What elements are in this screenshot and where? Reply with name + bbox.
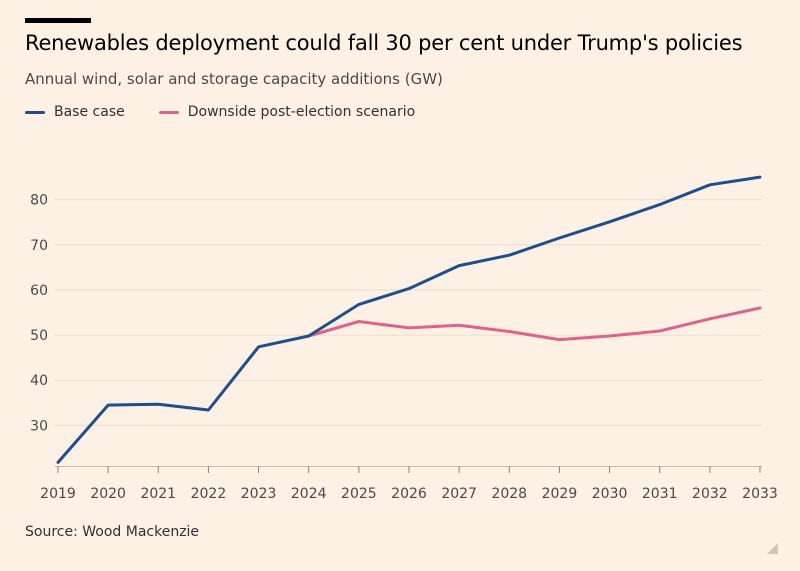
y-tick-label: 80 — [30, 193, 48, 209]
x-tick-label: 2032 — [692, 486, 728, 502]
legend-item-base-case: Base case — [25, 104, 125, 120]
x-tick-label: 2025 — [341, 486, 377, 502]
resize-corner-icon — [767, 543, 778, 554]
header-accent-bar — [25, 18, 91, 23]
x-tick-label: 2029 — [542, 486, 578, 502]
y-tick-label: 60 — [30, 283, 48, 299]
x-tick-label: 2021 — [140, 486, 176, 502]
x-tick-label: 2020 — [90, 486, 126, 502]
series-line-base-case — [56, 175, 762, 464]
legend-item-downside: Downside post-election scenario — [158, 104, 416, 120]
legend-label-base-case: Base case — [54, 104, 125, 120]
x-tick-label: 2022 — [191, 486, 227, 502]
legend-label-downside: Downside post-election scenario — [187, 104, 416, 120]
y-tick-label: 50 — [30, 328, 48, 344]
y-tick-label: 70 — [30, 238, 48, 254]
x-tick-label: 2024 — [291, 486, 327, 502]
x-tick-label: 2019 — [40, 486, 76, 502]
series-line-downside — [307, 306, 762, 342]
y-tick-label: 40 — [30, 373, 48, 389]
x-tick-label: 2031 — [642, 486, 678, 502]
y-tick-label: 30 — [30, 418, 48, 434]
x-tick-label: 2027 — [441, 486, 477, 502]
x-tick-label: 2026 — [391, 486, 427, 502]
chart-legend: Base case Downside post-election scenari… — [25, 103, 449, 121]
legend-swatch-downside — [158, 110, 179, 114]
source-note: Source: Wood Mackenzie — [25, 524, 200, 540]
x-tick-label: 2030 — [592, 486, 628, 502]
x-tick-label: 2023 — [241, 486, 277, 502]
chart-subtitle: Annual wind, solar and storage capacity … — [25, 70, 443, 88]
x-tick-label: 2033 — [742, 486, 778, 502]
chart-title: Renewables deployment could fall 30 per … — [25, 31, 743, 55]
legend-swatch-base-case — [25, 110, 45, 114]
x-tick-label: 2028 — [491, 486, 527, 502]
